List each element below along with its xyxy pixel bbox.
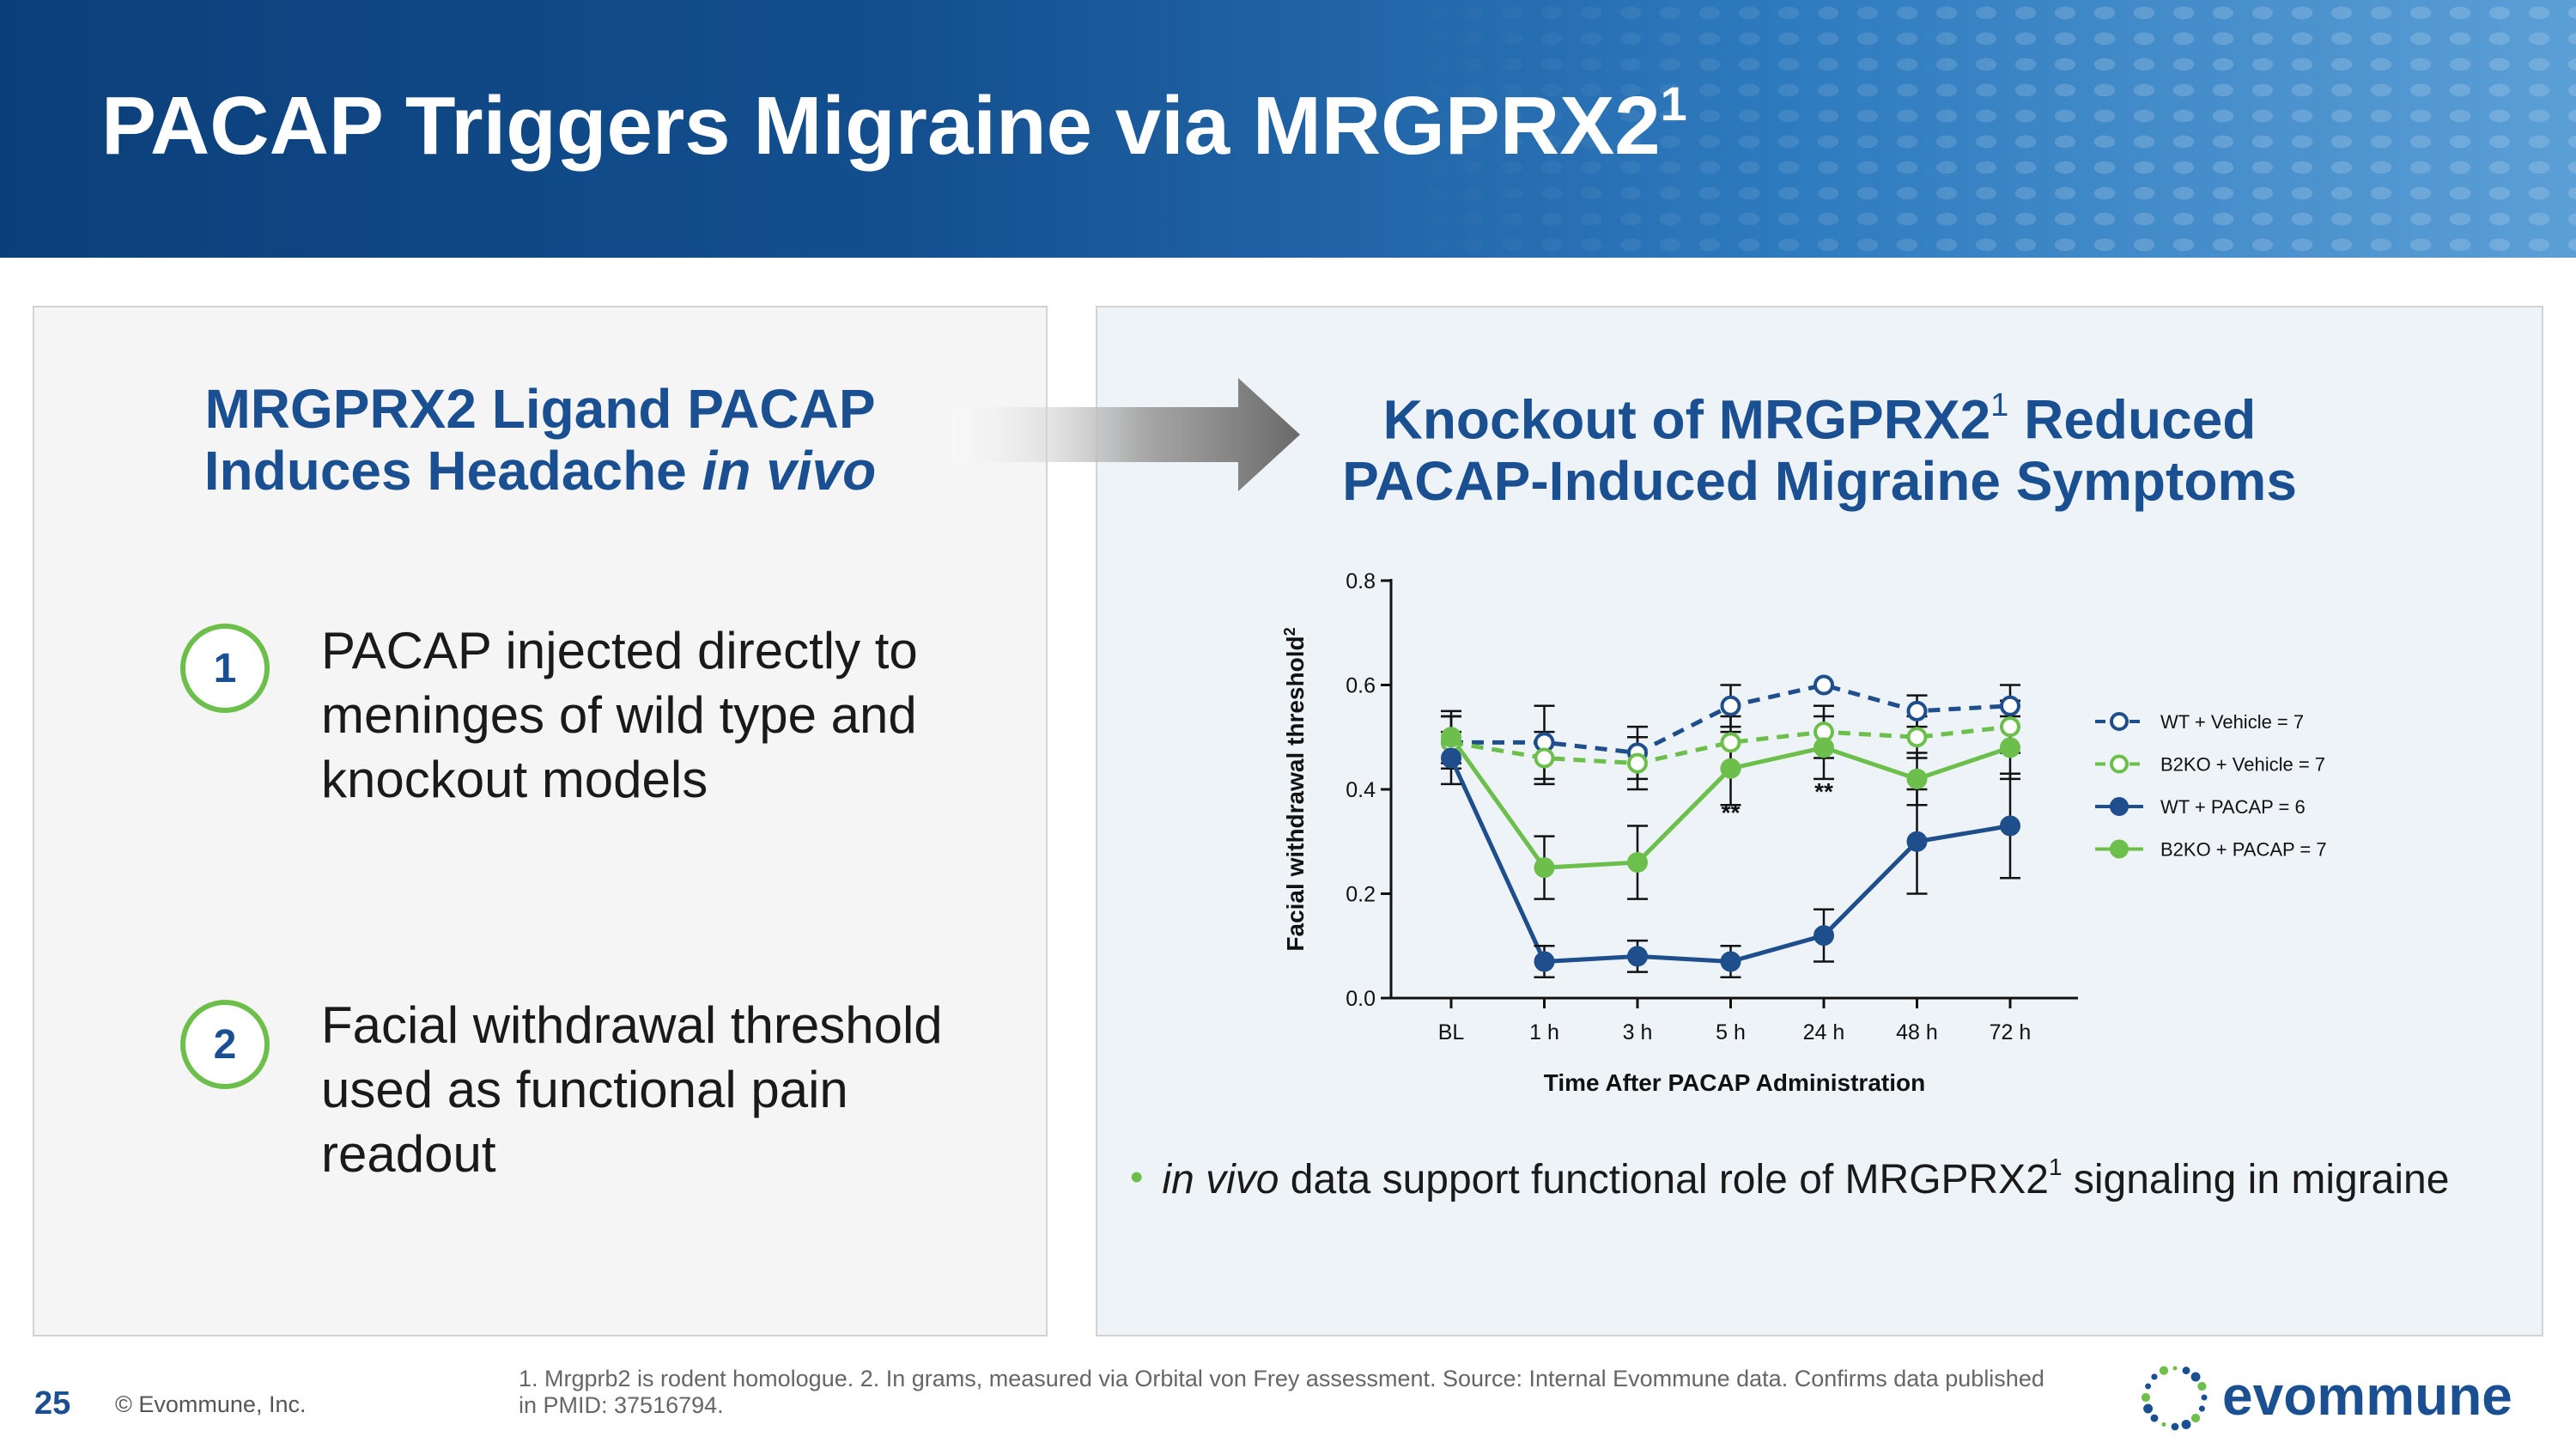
step-1-circle: 1 [180, 624, 270, 713]
data-point [2000, 815, 2020, 837]
legend-marker [2110, 754, 2129, 774]
data-point [1906, 700, 1928, 721]
y-tick-label: 0.6 [1346, 674, 1376, 698]
x-tick-label: 3 h [1623, 1020, 1653, 1044]
footnote: 1. Mrgprb2 is rodent homologue. 2. In gr… [519, 1366, 2044, 1418]
copyright: © Evommune, Inc. [115, 1391, 307, 1417]
data-point [1814, 674, 1834, 696]
legend-marker [2110, 712, 2129, 731]
bullet-icon: • [1130, 1156, 1144, 1198]
data-point [2000, 737, 2020, 758]
x-tick-label: 1 h [1529, 1020, 1559, 1044]
x-axis-label: Time After PACAP Administration [1544, 1069, 1925, 1096]
step-1-text: PACAP injected directly to meninges of w… [321, 622, 918, 808]
data-point [1720, 951, 1741, 972]
evommune-logo-icon [2141, 1366, 2208, 1431]
header-banner: PACAP Triggers Migraine via MRGPRX21 [0, 0, 2576, 258]
significance-annotation: ** [1722, 799, 1741, 825]
right-panel-heading: Knockout of MRGPRX21 Reduced PACAP-Induc… [1342, 387, 2297, 513]
slide-title: PACAP Triggers Migraine via MRGPRX21 [101, 76, 1687, 172]
conclusion-bullet: • in vivo data support functional role of… [1130, 1154, 2450, 1202]
step-2-text: Facial withdrawal threshold used as func… [321, 996, 943, 1183]
data-point [1627, 946, 1648, 967]
legend-label: WT + Vehicle = 7 [2160, 711, 2304, 733]
left-panel-heading: MRGPRX2 Ligand PACAP Induces Headache in… [204, 378, 877, 502]
data-point [1720, 732, 1741, 753]
right-panel [1096, 306, 2543, 1336]
y-axis-label: Facial withdrawal threshold2 [1281, 627, 1309, 951]
data-point [1814, 737, 1834, 758]
y-tick-label: 0.8 [1346, 569, 1376, 594]
logo-text: evommune [2222, 1365, 2512, 1427]
data-point [2000, 695, 2020, 716]
data-point [2000, 716, 2020, 738]
legend-marker [2110, 797, 2129, 816]
x-tick-label: 72 h [1990, 1020, 2032, 1044]
page-number: 25 [34, 1385, 71, 1422]
y-tick-label: 0.2 [1346, 883, 1376, 907]
left-panel [33, 306, 1048, 1336]
data-point [1720, 758, 1741, 779]
data-point [1627, 752, 1648, 774]
data-point [1906, 831, 1928, 852]
x-tick-label: 5 h [1716, 1020, 1746, 1044]
data-point [1906, 727, 1928, 748]
data-point [1627, 852, 1648, 874]
data-point [1720, 695, 1741, 716]
data-point [1534, 857, 1555, 879]
data-point [1441, 727, 1461, 748]
data-point [1534, 747, 1555, 769]
data-point [1814, 925, 1834, 947]
y-tick-label: 0.4 [1346, 778, 1376, 802]
step-2-circle: 2 [180, 1000, 270, 1089]
header-dot-pattern [1374, 0, 2576, 258]
legend-label: B2KO + Vehicle = 7 [2160, 754, 2325, 776]
transition-arrow-icon [951, 378, 1300, 491]
data-point [1906, 768, 1928, 789]
significance-annotation: ** [1814, 778, 1833, 805]
x-tick-label: BL [1438, 1020, 1465, 1044]
legend-marker [2110, 839, 2129, 859]
legend-label: B2KO + PACAP = 7 [2160, 839, 2327, 861]
x-tick-label: 24 h [1803, 1020, 1845, 1044]
data-point [1534, 951, 1555, 972]
line-chart: 0.0 0.2 0.4 0.6 0.8 BL 1 h 3 h 5 h 24 h 48 h 72 h Ti… [1281, 569, 2327, 1096]
data-point [1441, 747, 1461, 769]
x-tick-label: 48 h [1896, 1020, 1938, 1044]
y-tick-label: 0.0 [1346, 987, 1376, 1011]
legend-label: WT + PACAP = 6 [2160, 796, 2306, 818]
